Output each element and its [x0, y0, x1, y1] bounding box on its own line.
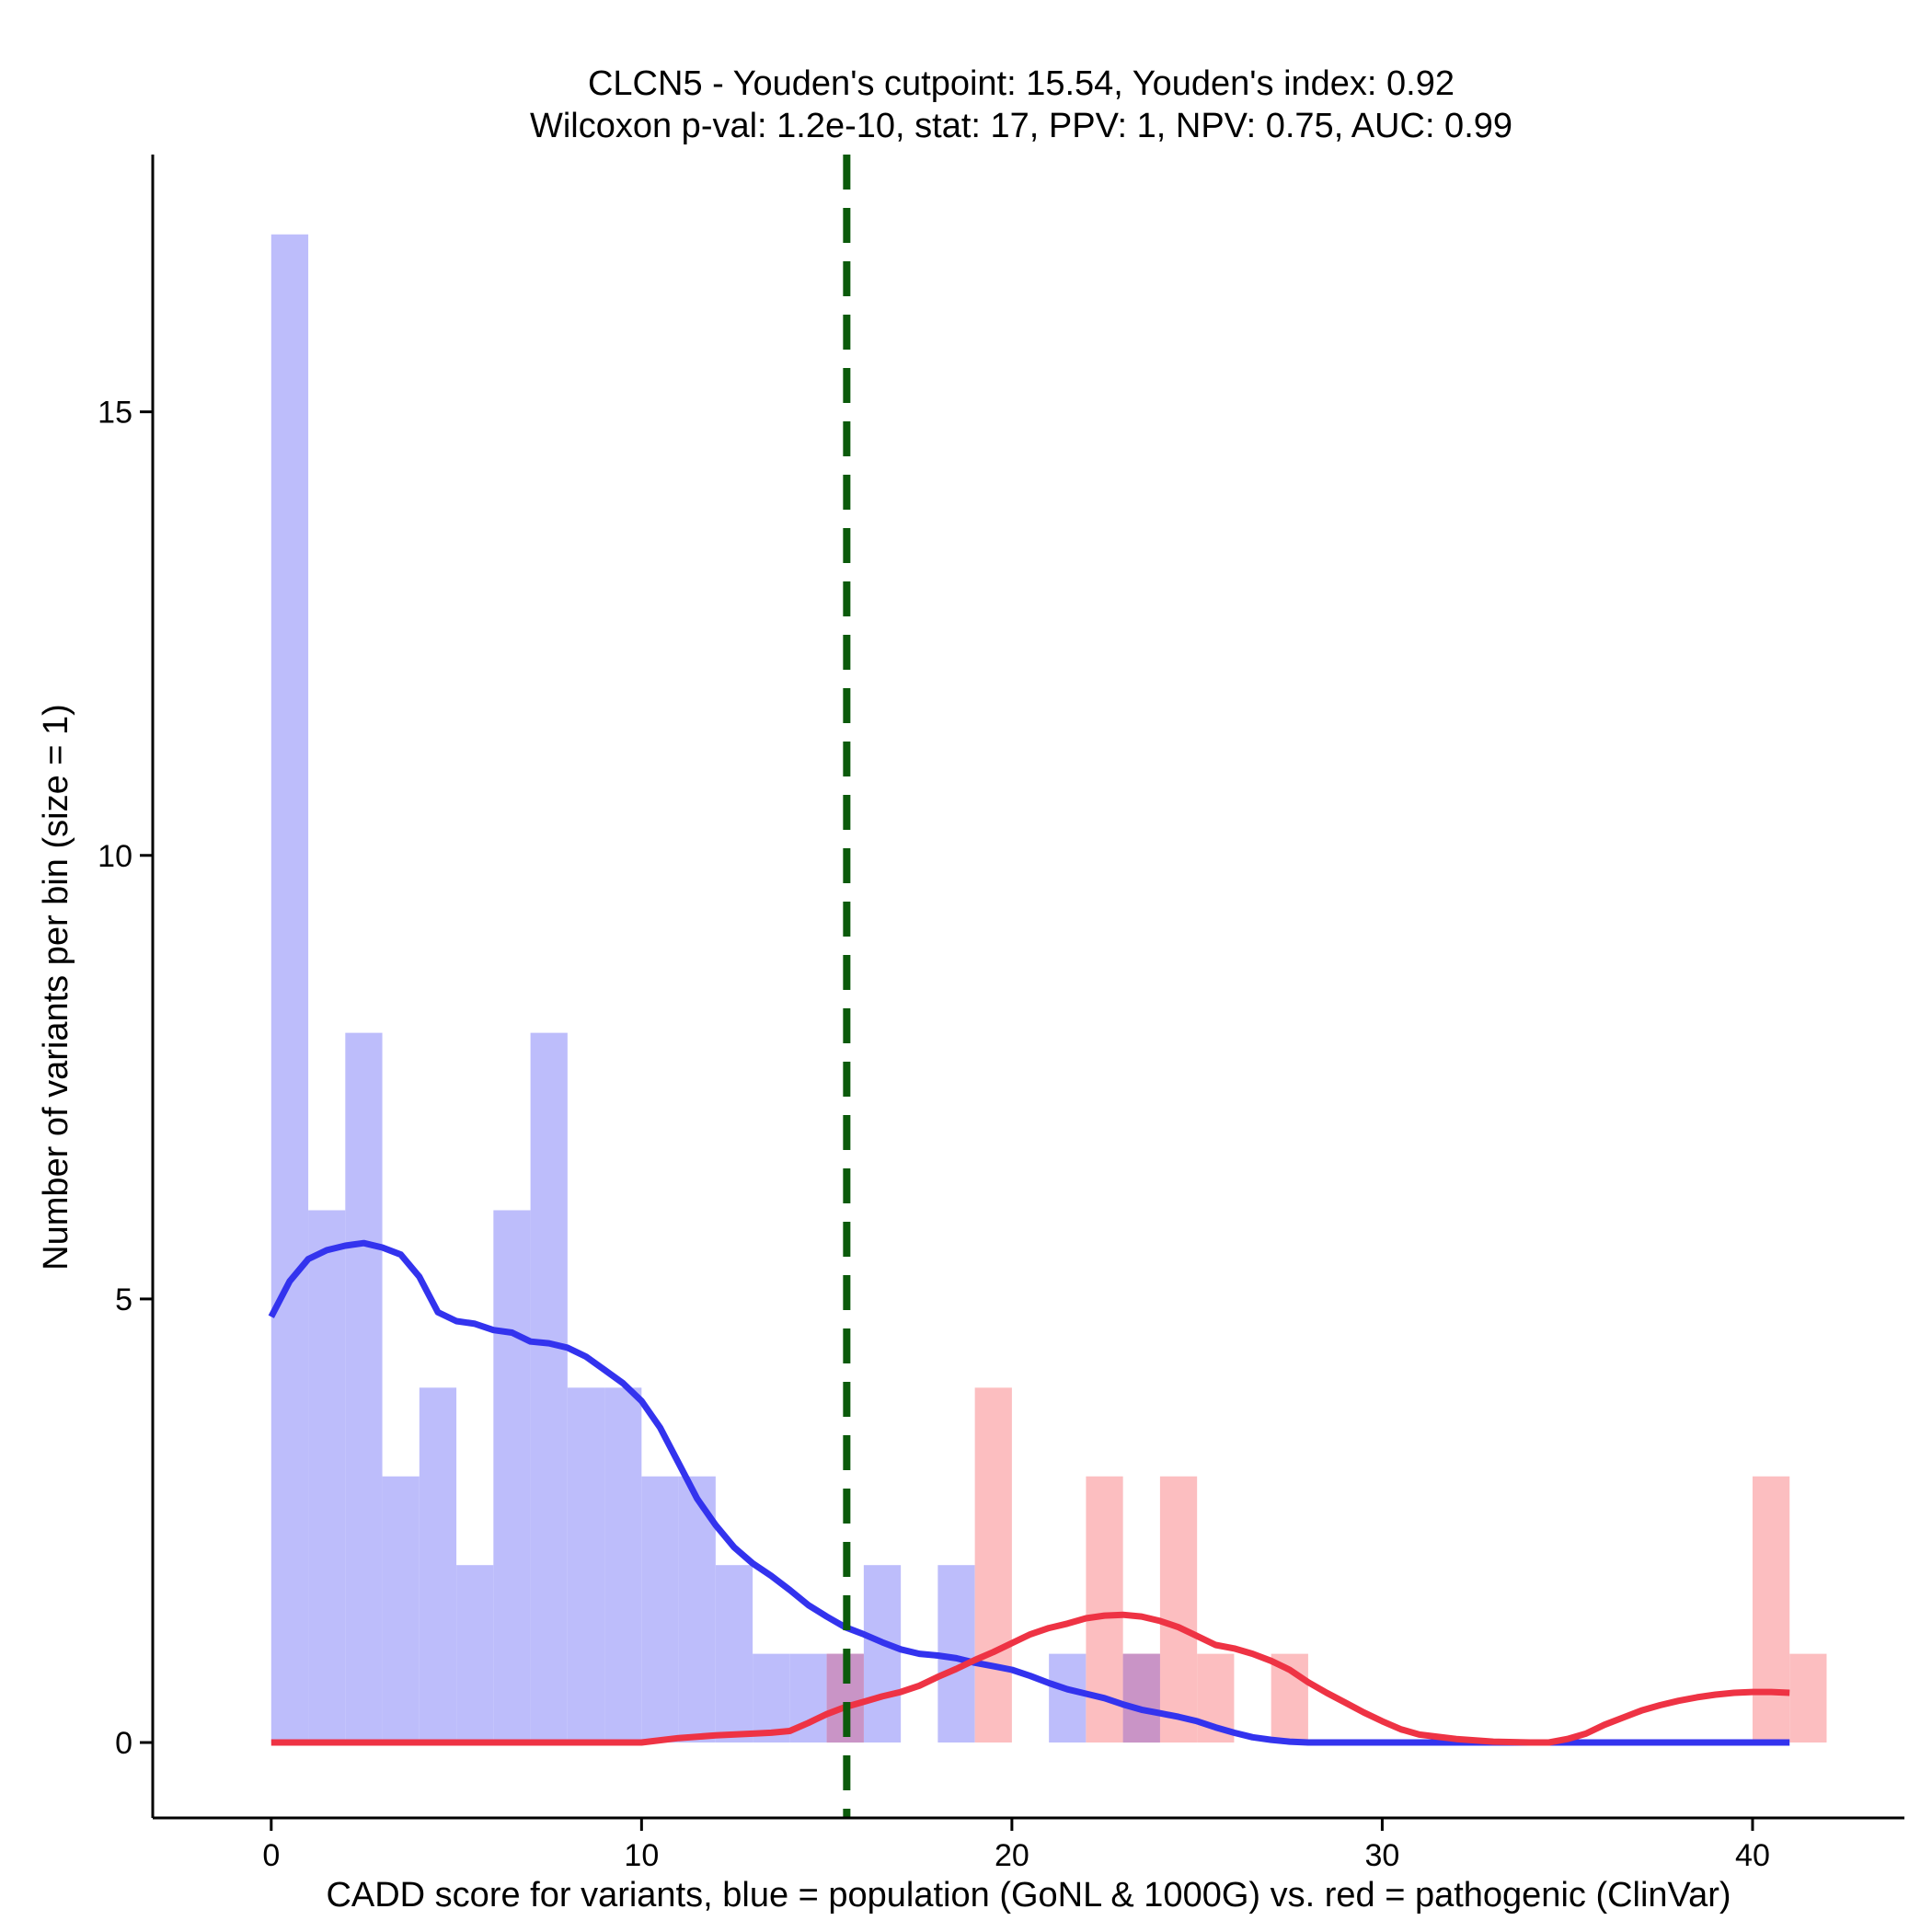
y-tick-label: 5	[115, 1282, 132, 1317]
population-bar	[419, 1387, 457, 1743]
population-bar	[715, 1565, 753, 1743]
population-bar	[382, 1476, 420, 1743]
overlap-bar	[1122, 1653, 1160, 1743]
x-tick-label: 30	[1365, 1838, 1400, 1873]
population-bar	[753, 1653, 790, 1743]
pathogenic-bar	[974, 1387, 1012, 1743]
pathogenic-density-line	[270, 1611, 1790, 1746]
population-bar	[456, 1565, 494, 1743]
y-axis-label: Number of variants per bin (size = 1)	[37, 704, 75, 1271]
x-tick-label: 0	[262, 1838, 280, 1873]
x-axis-label: CADD score for variants, blue = populati…	[326, 1876, 1731, 1915]
population-bar	[345, 1032, 383, 1743]
x-tick-label: 20	[995, 1838, 1029, 1873]
pathogenic-bar	[1159, 1476, 1198, 1743]
population-bar	[530, 1032, 568, 1743]
population-bar	[604, 1387, 642, 1743]
population-bar	[567, 1387, 605, 1743]
x-tick-label: 40	[1735, 1838, 1770, 1873]
population-bar	[308, 1210, 346, 1743]
chart-title: CLCN5 - Youden's cutpoint: 15.54, Youden…	[588, 64, 1455, 103]
population-bars	[270, 234, 1160, 1743]
y-tick-label: 15	[98, 396, 132, 431]
population-bar	[1049, 1653, 1087, 1743]
population-density-line	[268, 1239, 1790, 1746]
pathogenic-bar	[1789, 1653, 1827, 1743]
pathogenic-bar	[1752, 1476, 1790, 1743]
y-axis-ticks: 0 5 10 15	[98, 396, 153, 1761]
population-bar	[270, 234, 309, 1743]
x-axis-ticks: 0 10 20 30 40	[262, 1818, 1770, 1873]
chart-subtitle: Wilcoxon p-val: 1.2e-10, stat: 17, PPV: …	[530, 107, 1512, 145]
y-tick-label: 10	[98, 839, 132, 874]
population-bar	[493, 1210, 531, 1743]
y-tick-label: 0	[115, 1726, 132, 1761]
population-bar	[641, 1476, 679, 1743]
population-bar	[863, 1565, 902, 1743]
x-tick-label: 10	[624, 1838, 659, 1873]
